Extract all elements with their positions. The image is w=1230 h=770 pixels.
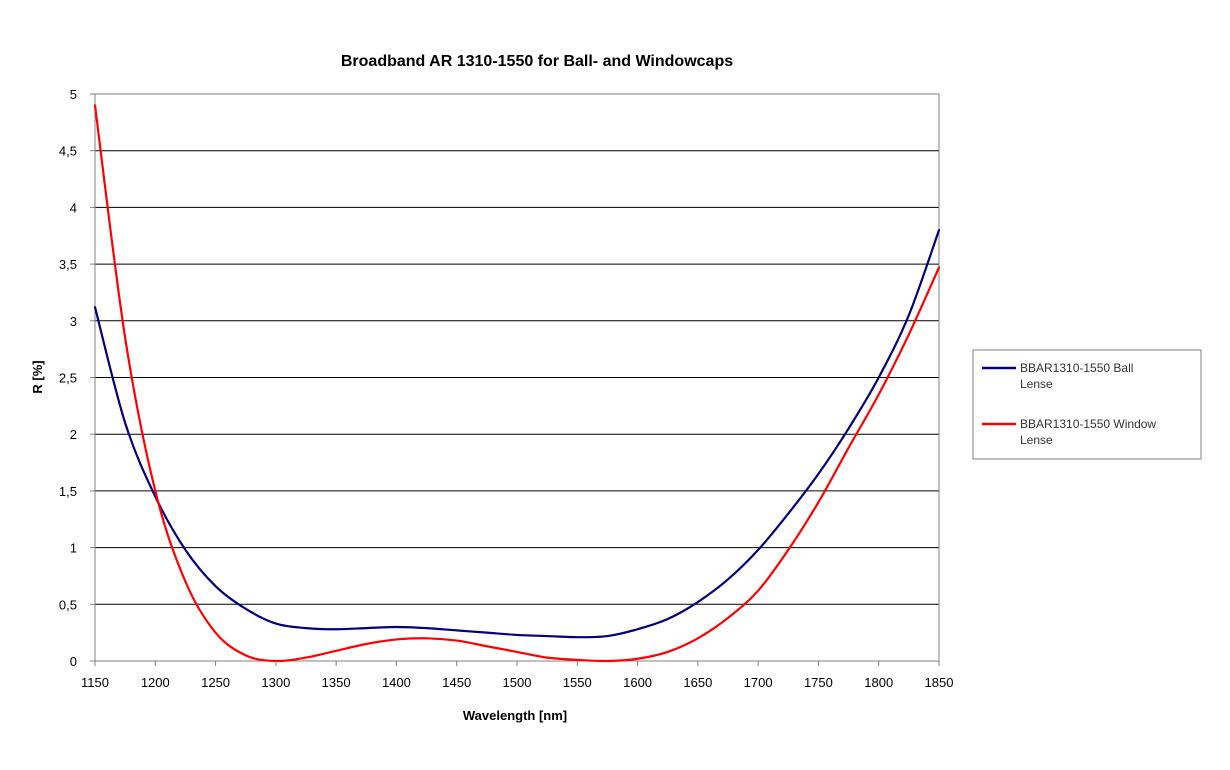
x-tick-label: 1400 — [382, 675, 411, 690]
x-tick-label: 1650 — [683, 675, 712, 690]
y-tick-label: 1,5 — [59, 484, 77, 499]
series-line-1 — [93, 228, 941, 639]
y-tick-label: 0,5 — [59, 597, 77, 612]
x-tick-label: 1600 — [623, 675, 652, 690]
x-tick-label: 1300 — [261, 675, 290, 690]
x-tick-label: 1350 — [322, 675, 351, 690]
y-tick-label: 3,5 — [59, 257, 77, 272]
y-tick-label: 5 — [70, 87, 77, 102]
x-tick-label: 1500 — [503, 675, 532, 690]
y-tick-label: 4,5 — [59, 144, 77, 159]
x-axis-title: Wavelength [nm] — [463, 708, 567, 723]
legend-label-2: BBAR1310-1550 Window — [1020, 417, 1156, 431]
x-tick-label: 1550 — [563, 675, 592, 690]
x-tick-label: 1750 — [804, 675, 833, 690]
x-tick-label: 1150 — [81, 675, 109, 690]
y-tick-labels: 0 0,5 1 1,5 2 2,5 3 3,5 4 4,5 5 — [59, 87, 95, 669]
y-tick-label: 3 — [70, 314, 77, 329]
legend-label-1: Lense — [1020, 377, 1053, 391]
series-layer — [93, 104, 941, 663]
x-tick-labels: 1150 1200 1250 1300 1350 1400 1450 1500 1550 1600… — [81, 661, 953, 690]
grid-layer — [95, 150, 939, 605]
y-axis-title: R [%] — [30, 360, 45, 393]
x-tick-label: 1700 — [744, 675, 773, 690]
y-tick-label: 0 — [70, 654, 77, 669]
legend-label-2: Lense — [1020, 433, 1053, 447]
series-line-2 — [93, 104, 941, 663]
x-tick-label: 1850 — [925, 675, 954, 690]
y-tick-label: 1 — [70, 541, 77, 556]
x-tick-label: 1200 — [141, 675, 170, 690]
x-tick-label: 1800 — [864, 675, 893, 690]
legend-label-1: BBAR1310-1550 Ball — [1020, 361, 1133, 375]
y-tick-label: 2,5 — [59, 371, 77, 386]
legend: BBAR1310-1550 Ball Lense BBAR1310-1550 Win… — [972, 349, 1202, 460]
x-tick-label: 1450 — [442, 675, 471, 690]
y-tick-label: 4 — [70, 200, 77, 215]
y-tick-label: 2 — [70, 427, 77, 442]
x-tick-label: 1250 — [201, 675, 230, 690]
chart-title: Broadband AR 1310-1550 for Ball- and Win… — [341, 53, 733, 70]
